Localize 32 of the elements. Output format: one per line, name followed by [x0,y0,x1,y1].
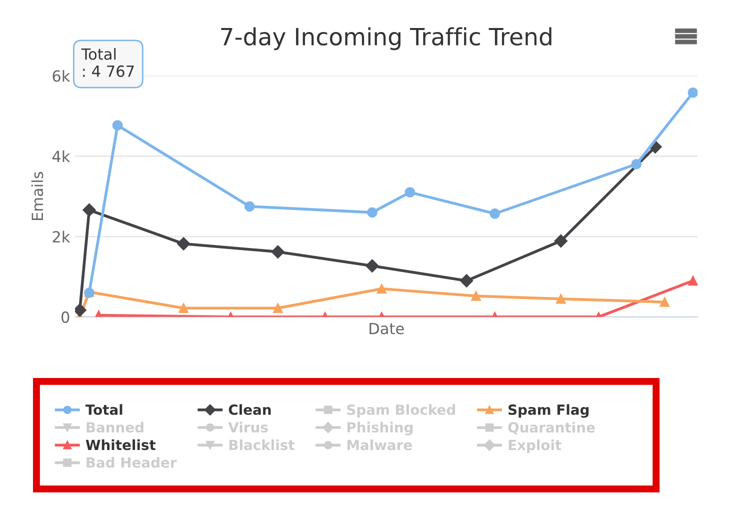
y-tick-label: 0 [62,311,70,323]
point [688,87,698,98]
y-tick-label: 6k [52,70,70,82]
point [176,237,190,250]
point [471,291,481,301]
y-tick-label: 4k [52,150,70,162]
y-axis-title: Emails [31,172,44,220]
point [688,276,698,286]
legend-label: Spam Flag [508,404,589,418]
legend-label: Total [85,404,122,415]
point [112,120,123,131]
point [244,201,255,212]
point [271,245,284,258]
point [554,234,568,248]
point [556,294,566,304]
point [660,297,670,307]
legend-label: Clean [228,404,271,415]
point [178,303,188,313]
point [273,303,283,313]
point [631,158,642,170]
point [490,208,500,219]
point [82,203,96,217]
legend-label: Whitelist [86,439,156,450]
x-axis-title: Date [370,322,404,334]
point [404,187,416,198]
point [366,259,379,272]
chart-title: 7-day Incoming Traffic Trend [221,27,552,50]
y-tick-label: 2k [52,230,70,242]
point [367,207,378,218]
annotation: Total : 4 767 [81,48,134,77]
point [460,274,474,288]
point [376,284,387,294]
